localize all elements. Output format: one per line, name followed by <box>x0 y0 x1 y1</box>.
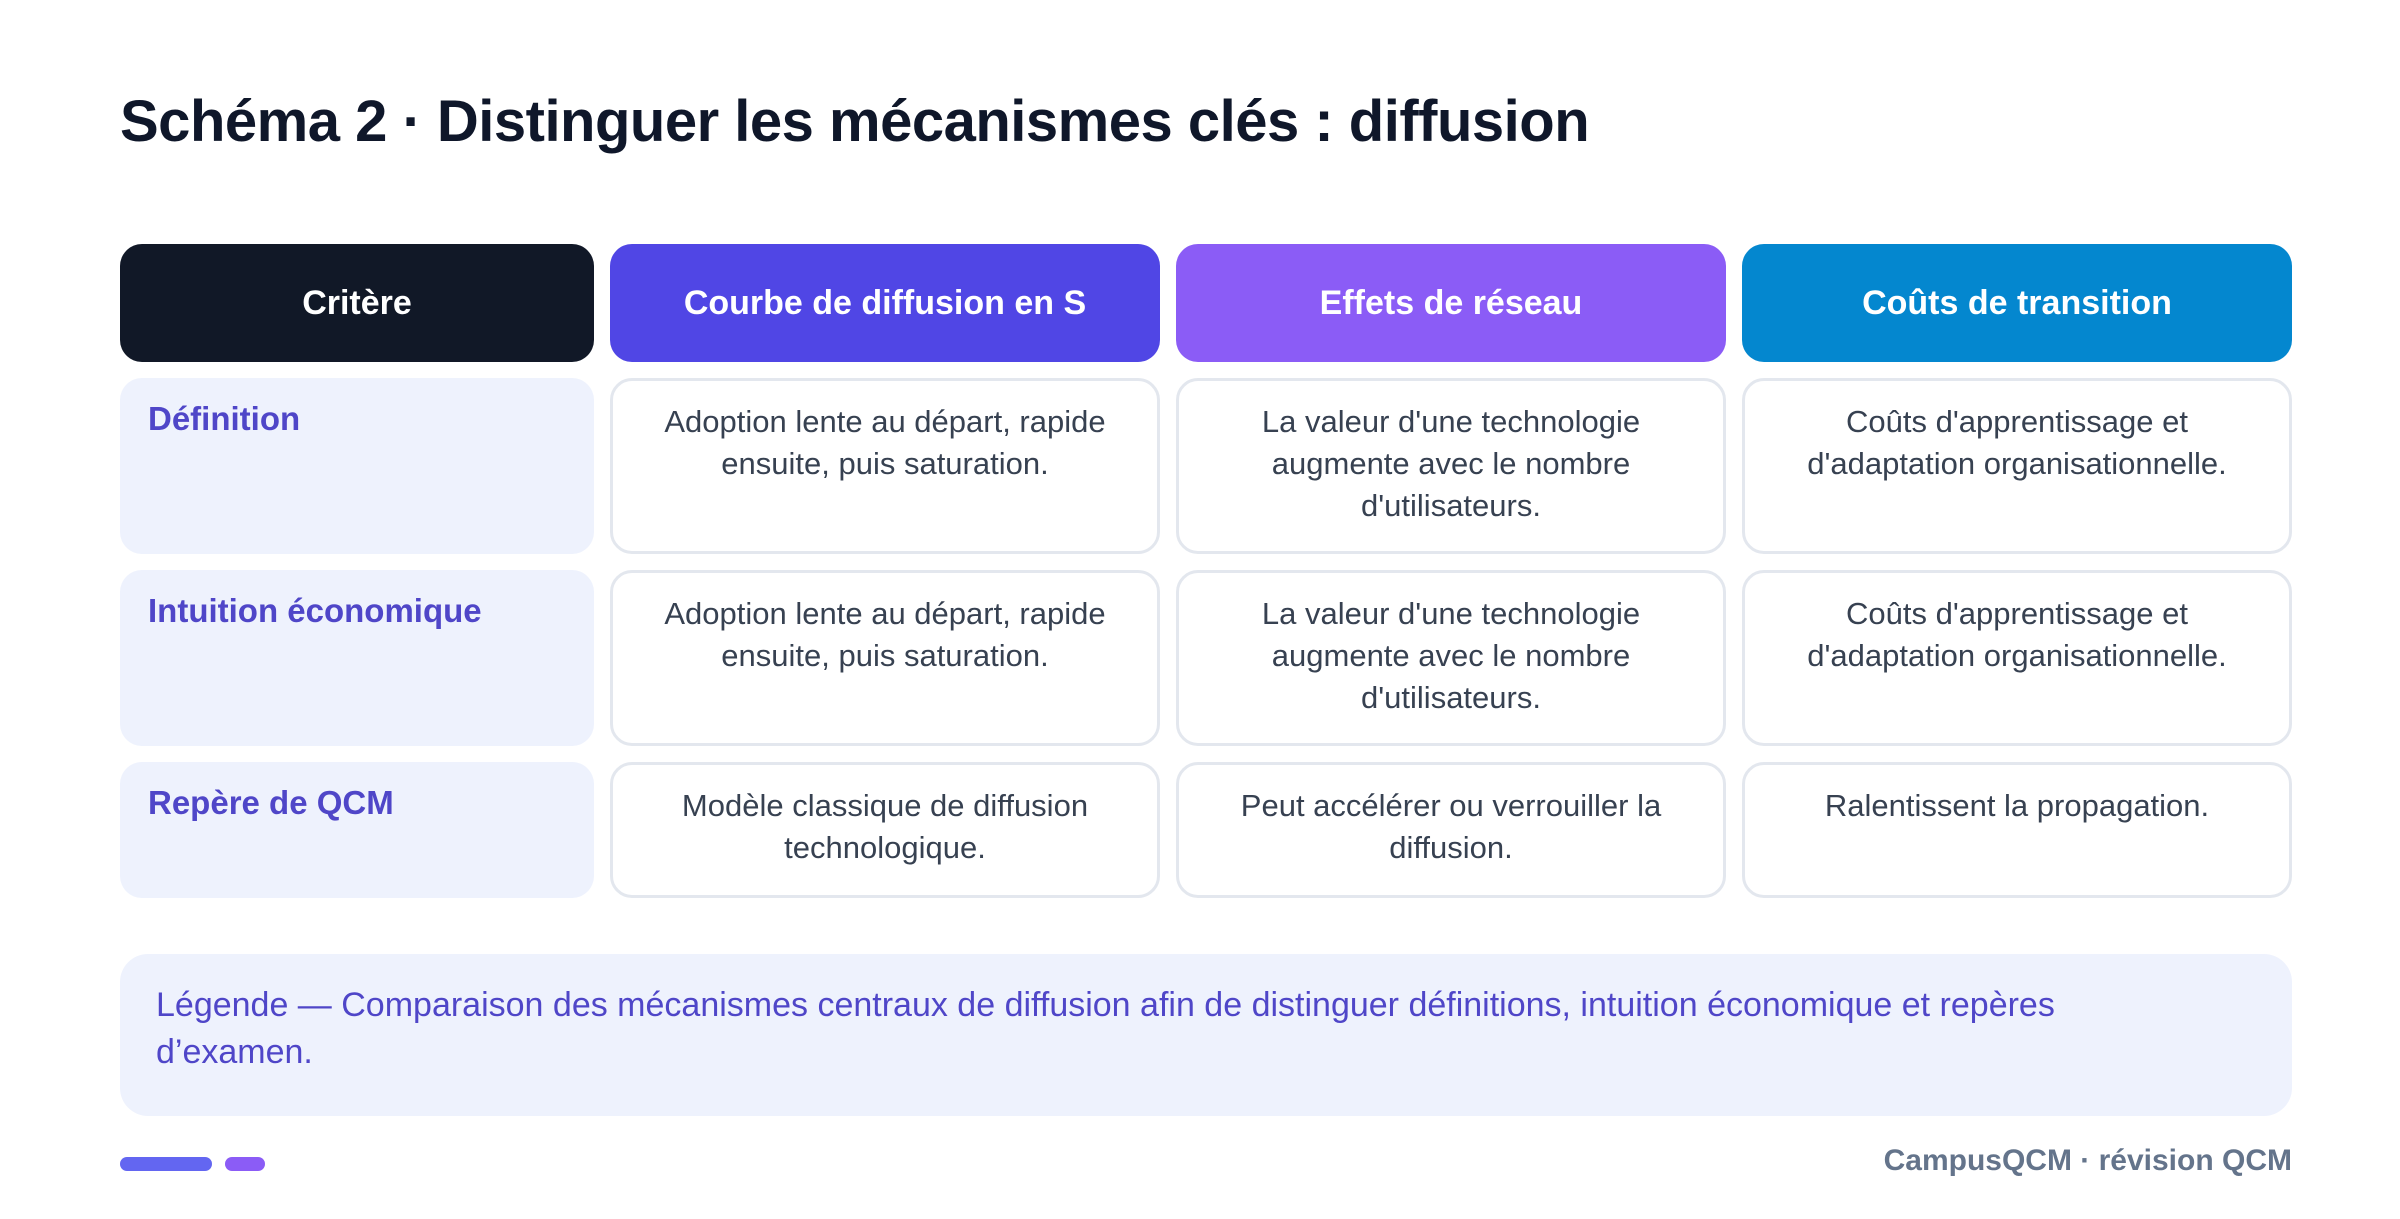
cell-intuition-s-curve: Adoption lente au départ, rapide ensuite… <box>610 570 1160 746</box>
cell-definition-transition-costs: Coûts d'apprentissage et d'adaptation or… <box>1742 378 2292 554</box>
cell-intuition-transition-costs: Coûts d'apprentissage et d'adaptation or… <box>1742 570 2292 746</box>
row-label-definition: Définition <box>120 378 594 554</box>
header-transition-costs: Coûts de transition <box>1742 244 2292 362</box>
cell-qcm-s-curve: Modèle classique de diffusion technologi… <box>610 762 1160 898</box>
cell-qcm-transition-costs: Ralentissent la propagation. <box>1742 762 2292 898</box>
row-label-qcm: Repère de QCM <box>120 762 594 898</box>
legend-text: Légende — Comparaison des mécanismes cen… <box>156 986 2055 1071</box>
accent-bar-secondary <box>225 1157 265 1171</box>
legend-box: Légende — Comparaison des mécanismes cen… <box>120 954 2292 1116</box>
cell-qcm-network-effects: Peut accélérer ou verrouiller la diffusi… <box>1176 762 1726 898</box>
cell-definition-network-effects: La valeur d'une technologie augmente ave… <box>1176 378 1726 554</box>
cell-definition-s-curve: Adoption lente au départ, rapide ensuite… <box>610 378 1160 554</box>
header-criterion: Critère <box>120 244 594 362</box>
header-network-effects: Effets de réseau <box>1176 244 1726 362</box>
cell-intuition-network-effects: La valeur d'une technologie augmente ave… <box>1176 570 1726 746</box>
footer-brand: CampusQCM · révision QCM <box>1883 1144 2292 1177</box>
header-s-curve: Courbe de diffusion en S <box>610 244 1160 362</box>
row-label-intuition: Intuition économique <box>120 570 594 746</box>
page-title: Schéma 2 · Distinguer les mécanismes clé… <box>120 89 1590 154</box>
comparison-table: Critère Courbe de diffusion en S Effets … <box>120 244 2292 898</box>
accent-bar-primary <box>120 1157 212 1171</box>
